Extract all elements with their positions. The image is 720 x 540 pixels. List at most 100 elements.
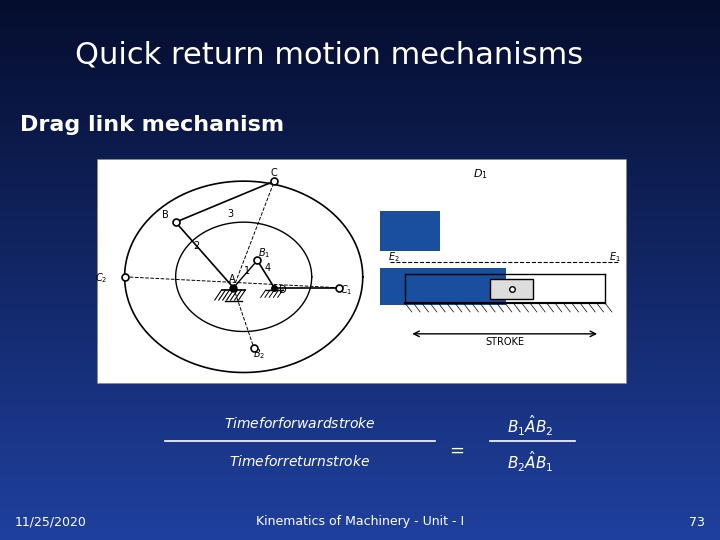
Text: Drag link mechanism: Drag link mechanism (20, 115, 284, 135)
Text: 73: 73 (689, 516, 705, 529)
Text: $B_1\hat{A}B_2$: $B_1\hat{A}B_2$ (507, 413, 553, 438)
Bar (0, 486, 720, 491)
Bar (0, 200, 720, 205)
Bar (0, 529, 720, 535)
Bar (0, 346, 720, 351)
Bar (0, 427, 720, 432)
Bar (0, 448, 720, 454)
Bar (0, 70, 720, 76)
Bar (0, 319, 720, 324)
Text: C: C (271, 167, 278, 178)
Text: 3: 3 (227, 208, 233, 219)
Bar (0, 270, 720, 275)
Bar (0, 454, 720, 459)
Bar (0, 378, 720, 383)
Text: $C_1$: $C_1$ (340, 283, 352, 297)
Bar (0, 362, 720, 367)
Bar (0, 221, 720, 227)
Bar (0, 389, 720, 394)
Bar (0, 205, 720, 211)
Text: $D_1$: $D_1$ (474, 167, 488, 181)
Bar (0, 292, 720, 297)
Bar (0, 146, 720, 151)
Bar (0, 464, 720, 470)
Bar (0, 491, 720, 497)
Bar (0, 103, 720, 108)
Bar (0, 97, 720, 103)
Bar (0, 189, 720, 194)
Text: $E_1$: $E_1$ (609, 251, 621, 264)
Bar (0, 140, 720, 146)
Bar (0, 524, 720, 529)
Bar (0, 211, 720, 216)
Bar (0, 54, 720, 59)
Bar (0, 32, 720, 38)
Bar (0, 27, 720, 32)
Bar (0, 302, 720, 308)
Text: A: A (228, 274, 235, 284)
Bar (0, 113, 720, 119)
Bar (0, 0, 720, 5)
Bar (0, 92, 720, 97)
Bar (0, 432, 720, 437)
Bar (0, 254, 720, 259)
Bar (0, 227, 720, 232)
Bar (0, 151, 720, 157)
Bar (0, 81, 720, 86)
Text: $B_1$: $B_1$ (258, 246, 270, 260)
Bar (0, 59, 720, 65)
Bar (0, 162, 720, 167)
Bar (0, 340, 720, 346)
Bar (0, 502, 720, 508)
Bar (0, 394, 720, 400)
Bar (0, 351, 720, 356)
Bar (0, 513, 720, 518)
Bar (0, 232, 720, 238)
Text: B: B (162, 210, 168, 220)
Bar (0, 410, 720, 416)
Bar (0, 65, 720, 70)
Bar (0, 22, 720, 27)
Bar (0, 38, 720, 43)
Text: 4: 4 (264, 264, 271, 273)
Text: 11/25/2020: 11/25/2020 (15, 516, 87, 529)
Bar (0, 335, 720, 340)
Bar (0, 265, 720, 270)
Text: $B_2\hat{A}B_1$: $B_2\hat{A}B_1$ (507, 449, 553, 474)
Bar (0, 405, 720, 410)
Text: $B_2$: $B_2$ (253, 347, 265, 361)
Bar (0, 437, 720, 443)
Bar (0, 281, 720, 286)
Bar (0, 16, 720, 22)
Bar (0, 475, 720, 481)
Bar (0, 329, 720, 335)
Text: $\mathit{Timeforforwardstroke}$: $\mathit{Timeforforwardstroke}$ (224, 416, 376, 431)
Bar (0, 481, 720, 486)
Bar (0, 518, 720, 524)
Bar (0, 173, 720, 178)
Text: Kinematics of Machinery - Unit - I: Kinematics of Machinery - Unit - I (256, 516, 464, 529)
Bar (0, 248, 720, 254)
Text: D: D (279, 285, 287, 295)
Bar (0, 470, 720, 475)
Bar (380, 211, 440, 251)
Bar (0, 238, 720, 243)
Bar (0, 157, 720, 162)
Bar (0, 124, 720, 130)
Bar (0, 324, 720, 329)
Text: Quick return motion mechanisms: Quick return motion mechanisms (75, 40, 583, 70)
Bar (0, 416, 720, 421)
Bar (0, 308, 720, 313)
Text: $\mathit{Timeforreturnstroke}$: $\mathit{Timeforreturnstroke}$ (230, 454, 371, 469)
Bar (0, 383, 720, 389)
Bar (0, 443, 720, 448)
Bar (0, 459, 720, 464)
Bar (0, 130, 720, 135)
Bar (0, 421, 720, 427)
Bar (0, 356, 720, 362)
Bar (0, 259, 720, 265)
Bar (0, 43, 720, 49)
Bar (0, 194, 720, 200)
Bar (0, 135, 720, 140)
Bar (490, 279, 534, 300)
